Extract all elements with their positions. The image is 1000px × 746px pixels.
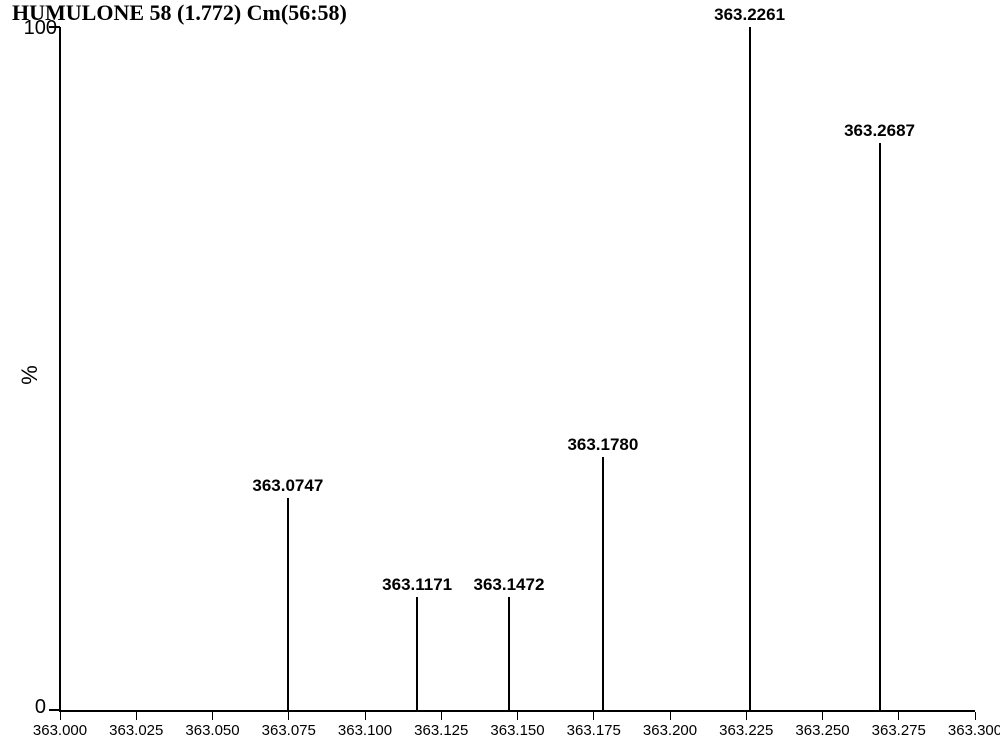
chart-title: HUMULONE 58 (1.772) Cm(56:58) (12, 0, 347, 26)
x-tick-label: 363.000 (33, 722, 87, 739)
x-tick-label: 363.150 (490, 722, 544, 739)
peak-line (879, 143, 881, 710)
x-tick-label: 363.175 (567, 722, 621, 739)
x-tick-label: 363.300 (948, 722, 1000, 739)
x-tick (517, 712, 518, 720)
x-tick (822, 712, 823, 720)
y-axis-label: % (17, 365, 43, 385)
y-tick-label-0: 0 (35, 696, 46, 719)
x-tick (136, 712, 137, 720)
peak-line (416, 597, 418, 710)
peak-label: 363.1780 (567, 435, 638, 455)
peak-label: 363.1472 (474, 575, 545, 595)
x-tick (365, 712, 366, 720)
x-tick (898, 712, 899, 720)
x-tick (746, 712, 747, 720)
peak-label: 363.1171 (382, 575, 452, 595)
y-tick-label-100: 100 (24, 17, 57, 40)
x-tick (593, 712, 594, 720)
peak-line (287, 498, 289, 710)
x-tick-label: 363.125 (414, 722, 468, 739)
x-tick (288, 712, 289, 720)
x-tick (212, 712, 213, 720)
x-tick-label: 363.025 (109, 722, 163, 739)
x-tick (60, 712, 61, 720)
x-tick-label: 363.075 (262, 722, 316, 739)
peak-label: 363.2687 (844, 121, 915, 141)
peak-label: 363.2261 (714, 5, 785, 25)
x-tick (670, 712, 671, 720)
x-tick (441, 712, 442, 720)
x-tick-label: 363.225 (719, 722, 773, 739)
peak-line (602, 457, 604, 710)
x-tick (975, 712, 976, 720)
x-tick-label: 363.050 (185, 722, 239, 739)
x-tick-label: 363.275 (872, 722, 926, 739)
peak-label: 363.0747 (252, 476, 323, 496)
peak-line (749, 27, 751, 710)
x-tick-label: 363.250 (795, 722, 849, 739)
y-tick (49, 709, 60, 711)
x-tick-label: 363.200 (643, 722, 697, 739)
x-tick-label: 363.100 (338, 722, 392, 739)
y-axis-line (59, 27, 61, 712)
peak-line (508, 597, 510, 710)
